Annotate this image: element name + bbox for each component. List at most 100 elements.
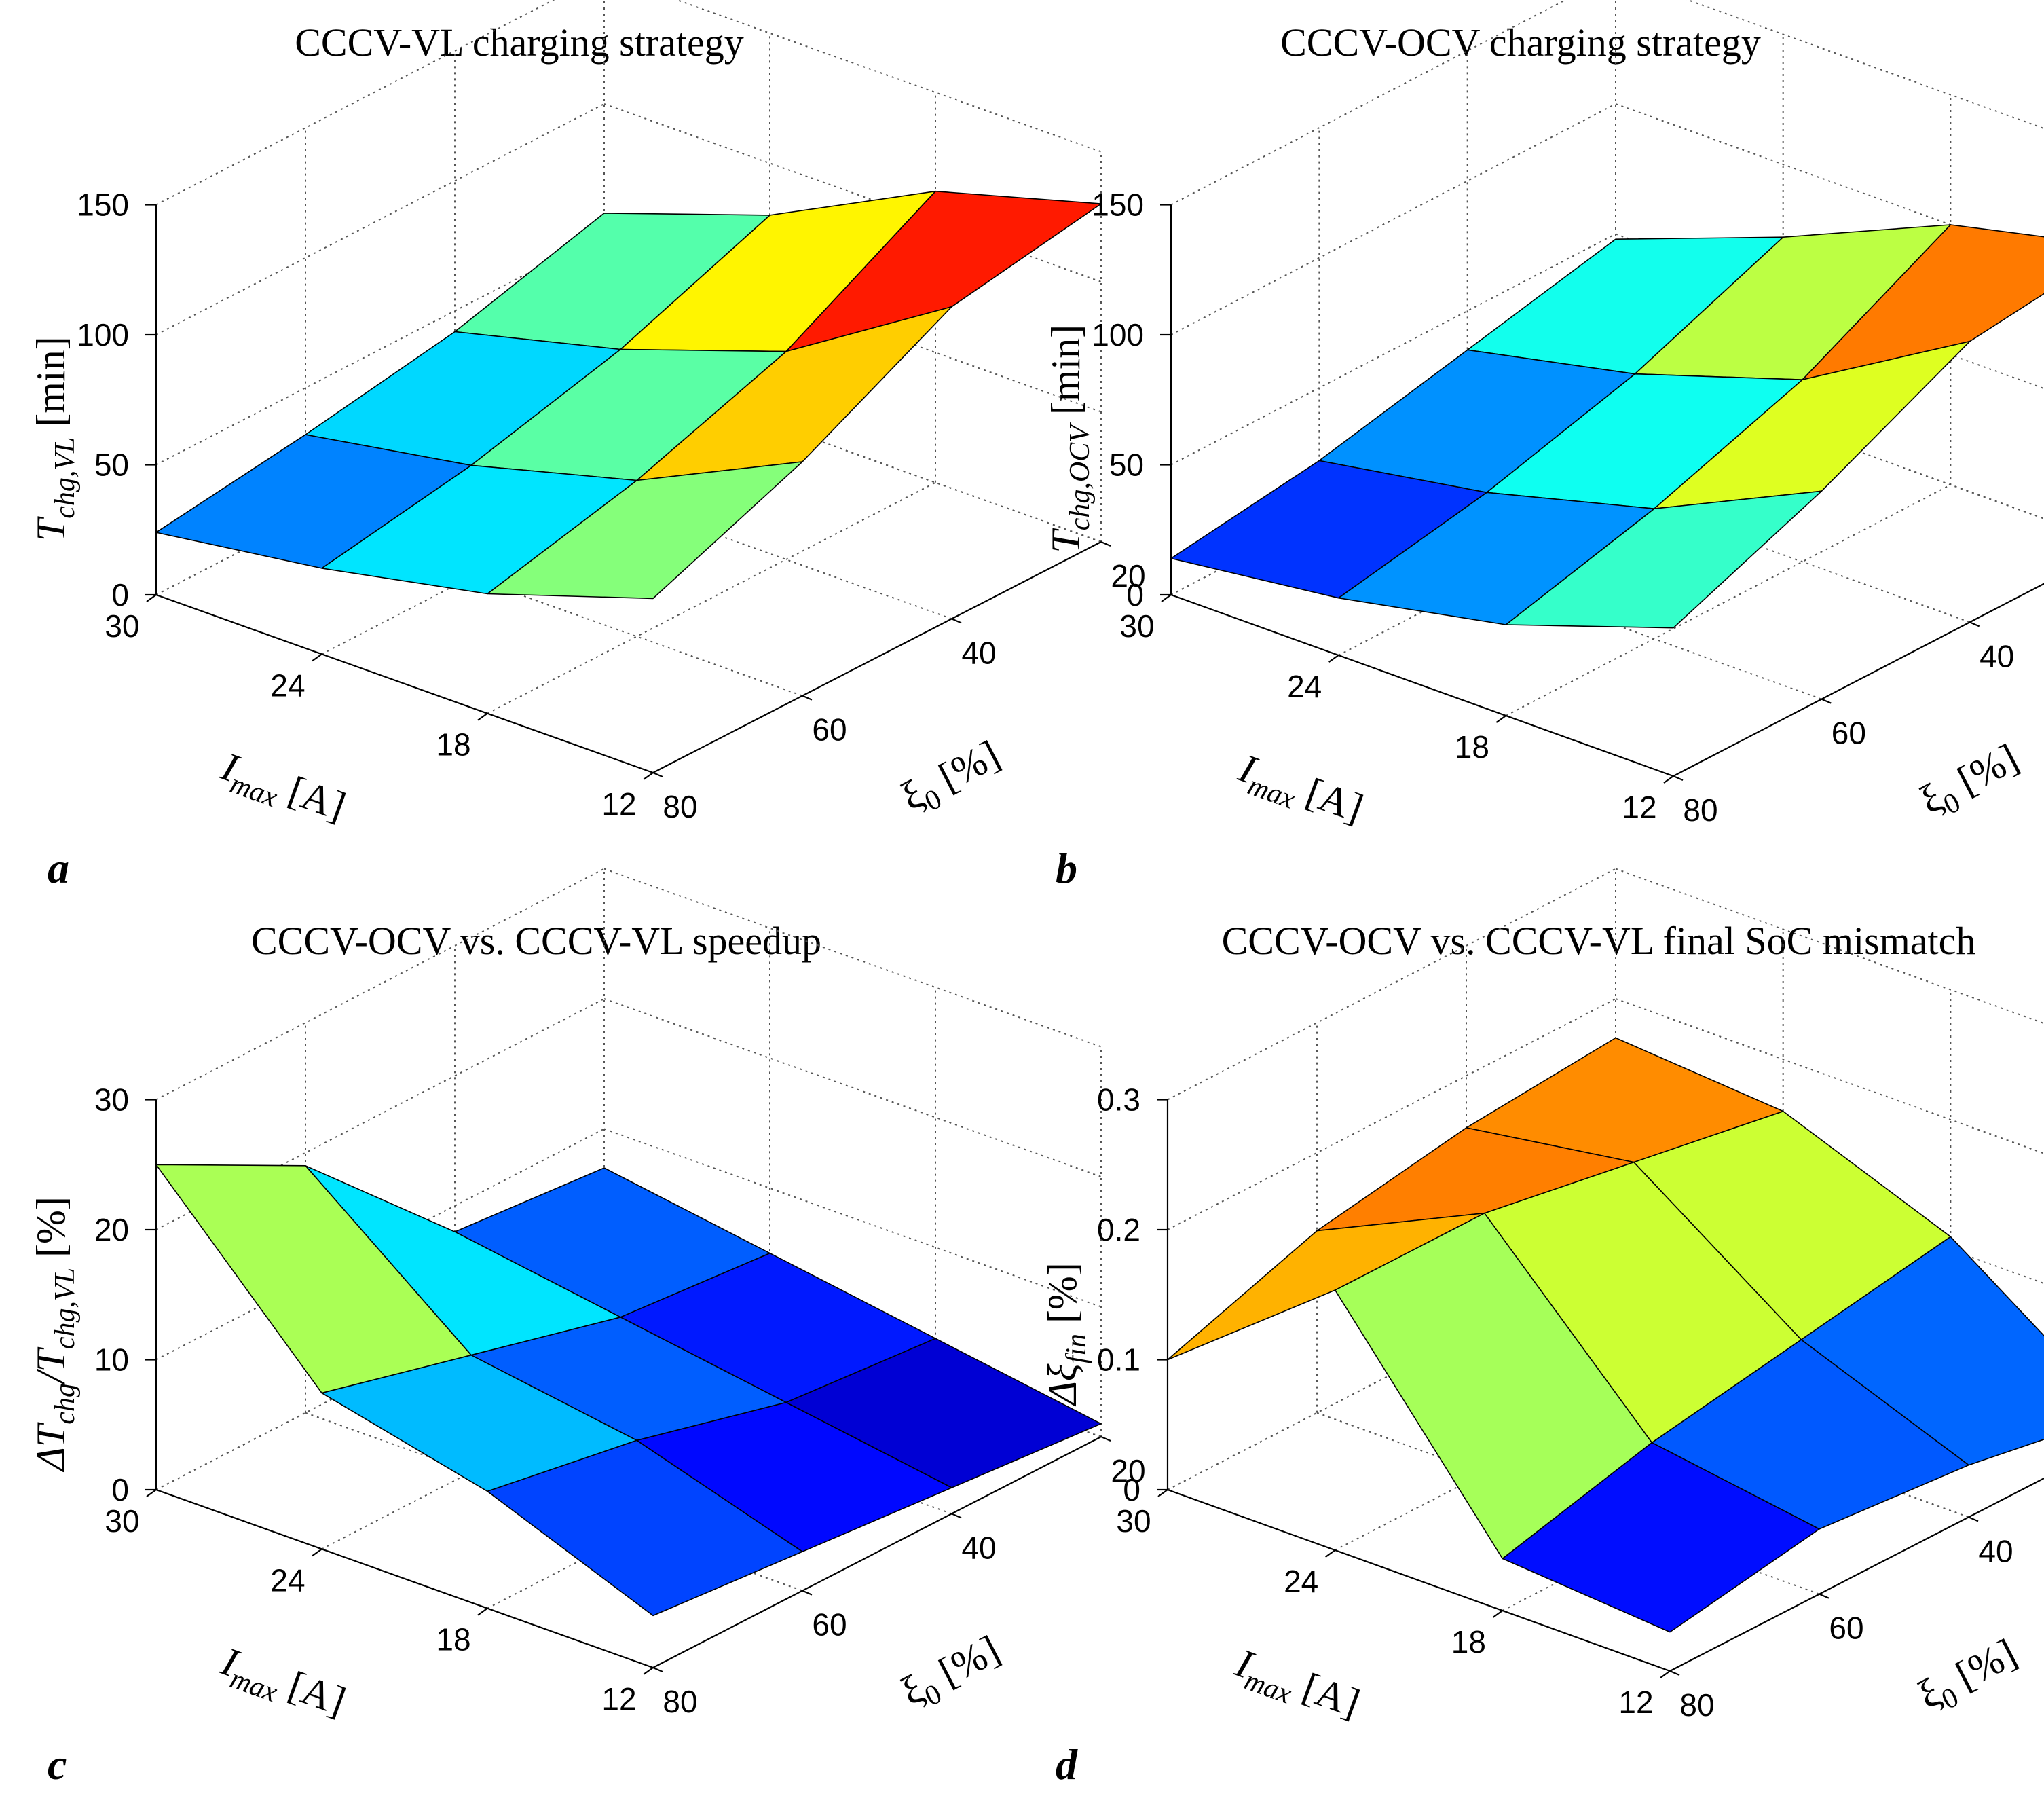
- chart-panel-a: CCCV-VL charging strategy 0 50 100 150 30 24 18…: [29, 0, 1146, 892]
- y-tick-mark: [951, 618, 962, 624]
- x-tick-mark: [312, 653, 322, 662]
- x-label-sub: max: [226, 768, 282, 813]
- z-label-sub: chg,OCV: [1064, 422, 1096, 530]
- panel-letter-c: c: [48, 1740, 67, 1788]
- wall-gridline: [675, 0, 1102, 153]
- chart-title-b: CCCV-OCV charging strategy: [1280, 20, 1761, 65]
- z-tick-label: 50: [94, 447, 129, 483]
- y-tick-mark: [1100, 1435, 1111, 1442]
- y-tick-label: 40: [1978, 1533, 2013, 1568]
- z-label-main: ΔT: [29, 1422, 73, 1472]
- y-tick-mark: [802, 695, 813, 701]
- z-label-sub: chg: [50, 1383, 81, 1425]
- x-tick-mark: [643, 772, 654, 780]
- wall-gridline: [1170, 0, 1567, 206]
- x-tick-label: 30: [1119, 608, 1154, 644]
- z-tick-label: 0: [1126, 577, 1144, 612]
- floor-gridline: [487, 481, 936, 714]
- y-axis-line: [652, 541, 1102, 773]
- x-axis-label-a: Imax [A]: [212, 744, 351, 836]
- x-tick-mark: [1157, 1489, 1168, 1497]
- chart-panel-d: CCCV-OCV vs. CCCV-VL final SoC mismatch 0…: [1040, 868, 2044, 1788]
- z-axis-label-d: Δξfin [%]: [1040, 1262, 1092, 1406]
- x-axis-line: [155, 1488, 654, 1669]
- z-tick-label: 0.3: [1097, 1082, 1140, 1118]
- z-label-unit: [%]: [29, 1196, 73, 1268]
- surface-patch-a-0-0: [155, 434, 472, 569]
- x-label-unit: [A]: [274, 765, 352, 829]
- wall-gridline: [1170, 233, 1616, 466]
- x-label-unit: [A]: [1291, 766, 1369, 830]
- x-axis-label-d: Imax [A]: [1227, 1640, 1365, 1733]
- surface-patch-b-0-0: [1170, 460, 1487, 599]
- x-tick-label: 24: [1284, 1564, 1318, 1599]
- y-tick-label: 40: [961, 1530, 996, 1565]
- x-tick-mark: [1161, 594, 1172, 602]
- floor-gridline: [305, 517, 803, 697]
- y-tick-mark: [1821, 698, 1832, 704]
- x-tick-mark: [477, 1607, 488, 1616]
- x-axis-line: [1170, 593, 1674, 777]
- x-label-sub: max: [1240, 1665, 1296, 1710]
- x-tick-mark: [1495, 715, 1506, 723]
- x-axis-line: [1167, 1488, 1671, 1672]
- z-label-sub: fin: [1061, 1334, 1092, 1363]
- y-axis-label-b: ξ0 [%]: [1913, 735, 2029, 830]
- x-tick-mark: [1492, 1610, 1503, 1618]
- panel-letter-a: a: [48, 844, 69, 892]
- wall-gridline: [155, 0, 555, 206]
- wall-gridline: [603, 868, 1102, 1048]
- z-tick-label: 10: [94, 1342, 129, 1378]
- y-axis-label-a: ξ0 [%]: [894, 732, 1010, 826]
- z-label-unit: [min]: [29, 336, 73, 437]
- y-tick-label: 60: [1832, 716, 1866, 751]
- x-tick-label: 18: [436, 1622, 470, 1657]
- y-tick-mark: [802, 1590, 813, 1596]
- wall-gridline: [1170, 103, 1616, 335]
- x-tick-mark: [1660, 1670, 1671, 1678]
- wall-gridline: [603, 998, 1102, 1177]
- y-tick-label: 60: [812, 1607, 847, 1643]
- z-tick-label: 150: [77, 187, 129, 223]
- x-tick-mark: [146, 594, 157, 602]
- y-axis-label-c: ξ0 [%]: [894, 1627, 1010, 1721]
- z-tick-label: 0: [111, 1472, 129, 1507]
- y-tick-label: 80: [663, 789, 697, 824]
- z-label-mid: /T: [29, 1346, 73, 1385]
- y-axis-line: [1669, 1477, 2044, 1672]
- y-tick-mark: [1669, 1670, 1680, 1676]
- x-axis-label-b: Imax [A]: [1230, 745, 1369, 838]
- wall-gridline: [603, 363, 1102, 543]
- x-tick-mark: [1663, 775, 1674, 784]
- z-axis-label-c: ΔTchg/Tchg,VL [%]: [29, 1196, 81, 1472]
- y-tick-label: 80: [663, 1684, 697, 1719]
- x-tick-label: 12: [601, 786, 636, 822]
- x-tick-label: 24: [1287, 669, 1322, 704]
- x-tick-label: 12: [1618, 1685, 1653, 1720]
- y-tick-label: 60: [1829, 1611, 1863, 1646]
- z-tick-label: 150: [1092, 187, 1144, 223]
- panel-letter-b: b: [1056, 844, 1077, 892]
- y-tick-mark: [652, 771, 663, 778]
- z-tick-label: 50: [1109, 447, 1144, 483]
- y-tick-label: 80: [1679, 1687, 1714, 1723]
- x-tick-label: 12: [1622, 790, 1656, 825]
- x-tick-label: 18: [436, 727, 470, 763]
- x-label-unit: [A]: [274, 1659, 352, 1724]
- y-tick-mark: [1969, 621, 1980, 627]
- x-tick-mark: [146, 1489, 157, 1497]
- z-tick-label: 0.2: [1097, 1212, 1140, 1247]
- y-tick-mark: [1819, 1593, 1829, 1599]
- y-tick-mark: [1673, 775, 1684, 782]
- wall-gridline: [1167, 868, 1616, 1101]
- x-tick-label: 18: [1451, 1624, 1486, 1659]
- z-label-main: T: [29, 516, 73, 541]
- floor-gridline: [1505, 484, 1951, 716]
- wall-gridline: [155, 233, 605, 466]
- chart-panel-c: CCCV-OCV vs. CCCV-VL speedup 0 10 20 30 30 24 1…: [29, 868, 1146, 1788]
- chart-title-d: CCCV-OCV vs. CCCV-VL final SoC mismatch: [1222, 919, 1976, 963]
- x-tick-label: 18: [1455, 729, 1489, 765]
- wall-gridline: [155, 103, 605, 335]
- z-tick-label: 0: [1123, 1472, 1140, 1507]
